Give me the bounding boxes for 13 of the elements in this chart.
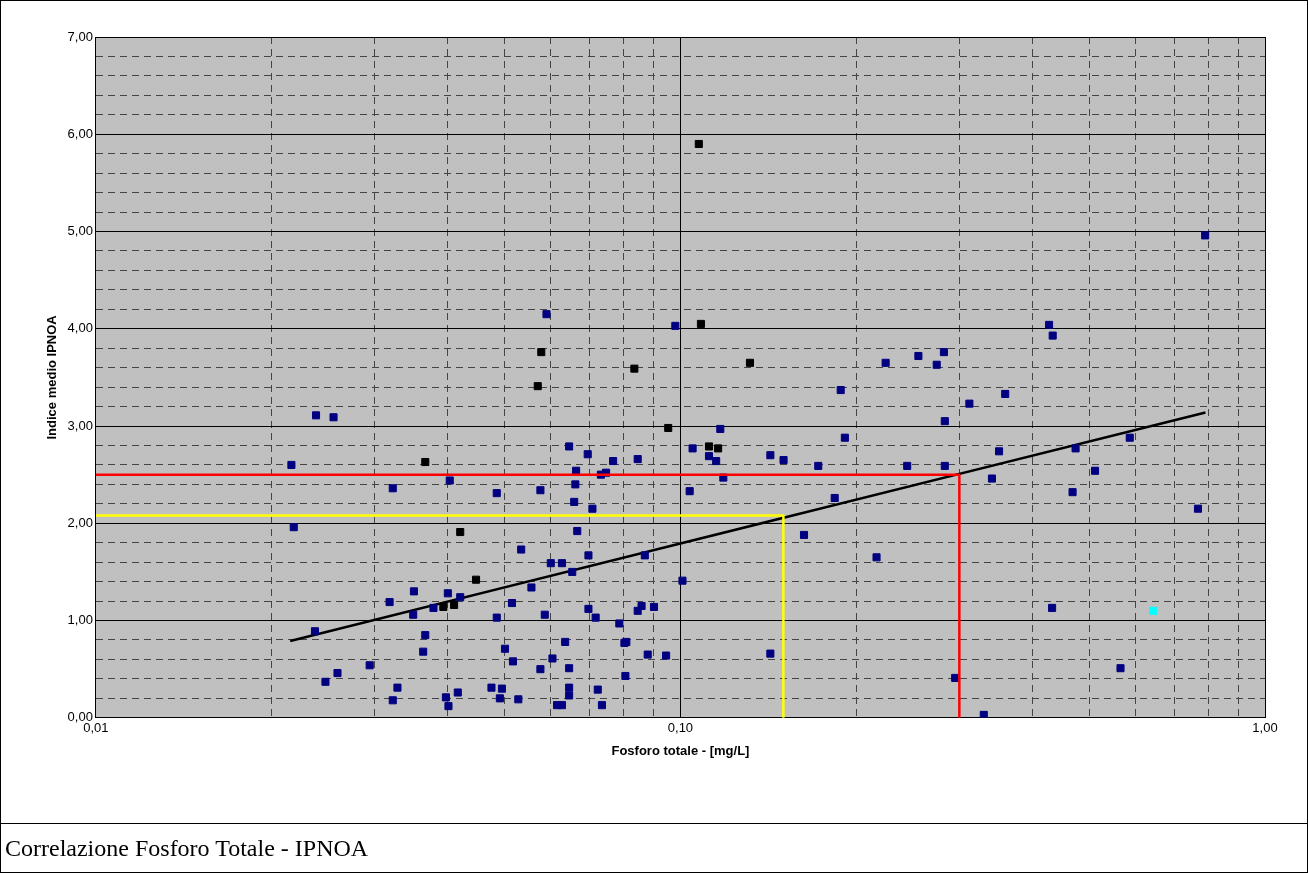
x-axis-title: Fosforo totale - [mg/L] [611, 742, 750, 758]
x-tick-label: 0,10 [667, 720, 694, 736]
y-axis-title: Indice medio IPNOA [44, 314, 60, 440]
x-tick-label: 1,00 [1252, 720, 1278, 736]
y-tick-label: 3,00 [67, 417, 93, 433]
y-tick-label: 4,00 [67, 320, 93, 336]
y-tick-label: 7,00 [67, 28, 93, 44]
text: Correlazione Fosforo Totale - IPNOA [1, 823, 1307, 872]
y-tick-label: 5,00 [67, 223, 93, 239]
x-tick-label: 0,01 [83, 720, 109, 736]
y-tick-label: 2,00 [67, 514, 93, 530]
y-tick-label: 1,00 [67, 612, 93, 628]
y-tick-label: 6,00 [67, 125, 93, 141]
